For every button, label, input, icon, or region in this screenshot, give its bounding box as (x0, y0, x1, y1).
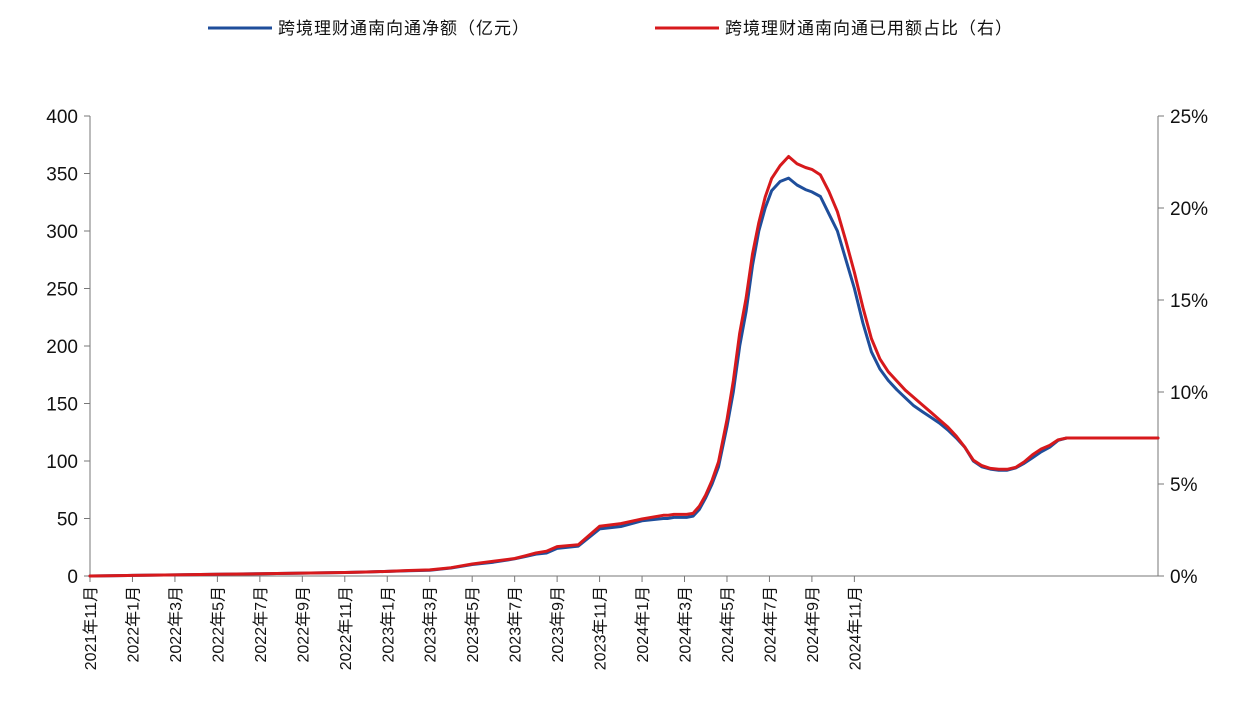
right-tick-label: 15% (1170, 291, 1208, 312)
right-tick-label: 20% (1170, 199, 1208, 220)
x-tick-label: 2024年7月 (761, 586, 779, 663)
legend-label-ratio: 跨境理财通南向通已用额占比（右） (725, 19, 1013, 39)
x-tick-label: 2022年5月 (209, 586, 227, 663)
x-tick-label: 2022年1月 (124, 586, 142, 663)
left-axis-ticks: 0 50 100 150 200 250 300 350 400 (46, 107, 90, 588)
x-tick-label: 2024年3月 (677, 586, 695, 663)
x-axis-ticks: 2021年11月 2022年1月 2022年3月 2022年5月 2022年7月 2022… (82, 576, 864, 670)
x-tick-label: 2022年3月 (167, 586, 185, 663)
series-line-ratio (88, 155, 1160, 578)
right-tick-label: 25% (1170, 107, 1208, 128)
left-tick-label: 300 (46, 222, 78, 243)
left-tick-label: 150 (46, 395, 78, 416)
axes (89, 116, 1159, 577)
series-layer (88, 155, 1160, 578)
x-tick-label: 2023年9月 (549, 586, 567, 663)
x-tick-label: 2022年11月 (337, 586, 355, 670)
x-tick-label: 2023年5月 (464, 586, 482, 663)
series-line-net (88, 176, 1160, 578)
left-tick-label: 0 (67, 567, 78, 588)
left-tick-label: 200 (46, 337, 78, 358)
left-tick-label: 100 (46, 452, 78, 473)
legend: 跨境理财通南向通净额（亿元） 跨境理财通南向通已用额占比（右） (208, 19, 1013, 39)
right-axis-ticks: 0% 5% 10% 15% 20% 25% (1158, 107, 1208, 588)
x-tick-label: 2023年1月 (379, 586, 397, 663)
x-tick-label: 2024年11月 (846, 586, 864, 670)
x-tick-label: 2023年11月 (592, 586, 610, 670)
x-tick-label: 2022年7月 (252, 586, 270, 663)
x-tick-label: 2024年1月 (634, 586, 652, 663)
x-tick-label: 2023年7月 (507, 586, 525, 663)
right-tick-label: 10% (1170, 383, 1208, 404)
x-tick-label: 2021年11月 (82, 586, 100, 670)
left-tick-label: 250 (46, 280, 78, 301)
left-tick-label: 50 (57, 510, 78, 531)
x-tick-label: 2024年5月 (719, 586, 737, 663)
x-tick-label: 2024年9月 (804, 586, 822, 663)
left-tick-label: 350 (46, 165, 78, 186)
left-tick-label: 400 (46, 107, 78, 128)
right-tick-label: 0% (1170, 567, 1198, 588)
right-tick-label: 5% (1170, 475, 1198, 496)
legend-label-net: 跨境理财通南向通净额（亿元） (278, 19, 530, 39)
x-tick-label: 2023年3月 (422, 586, 440, 663)
x-tick-label: 2022年9月 (294, 586, 312, 663)
